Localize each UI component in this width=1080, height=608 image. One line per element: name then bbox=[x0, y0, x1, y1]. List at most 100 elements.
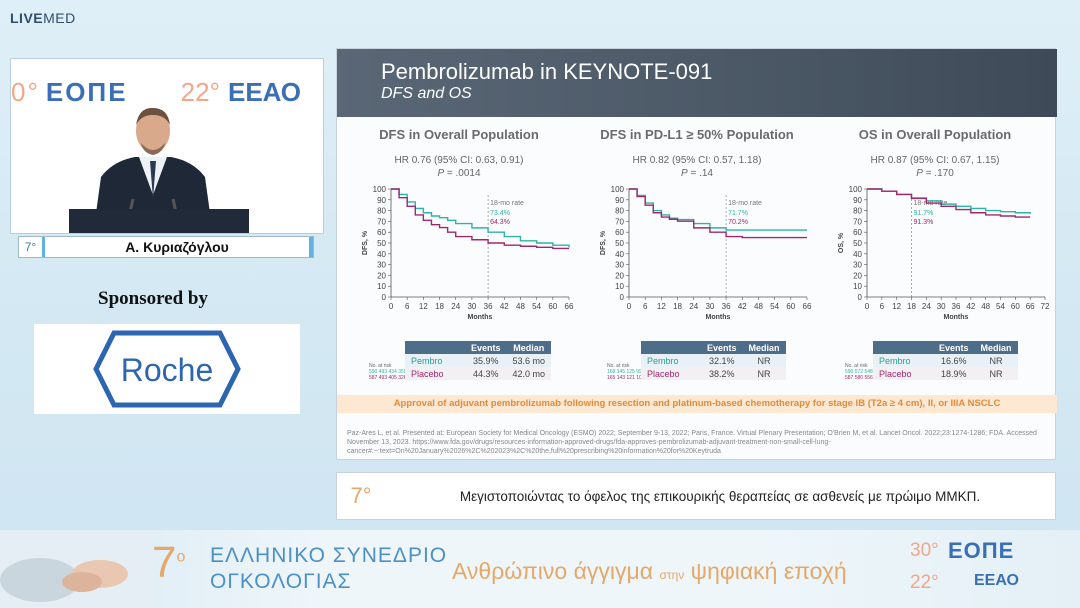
y-tick-label: 50 bbox=[377, 239, 386, 248]
x-tick-label: 6 bbox=[643, 302, 648, 311]
conference-name-line2: ΟΓΚΟΛΟΓΙΑΣ bbox=[210, 570, 352, 593]
y-tick-label: 50 bbox=[615, 239, 624, 248]
events-table-os-overall: Events Median Pembro 16.6% NR Placebo 18.9% N… bbox=[873, 341, 1018, 380]
table-row-pembro: Pembro 16.6% NR bbox=[873, 354, 1018, 367]
series-line-placebo bbox=[629, 188, 807, 239]
events-table-dfs-pdl1: Events Median Pembro 32.1% NR Placebo 38.2% N… bbox=[641, 341, 786, 380]
y-tick-label: 40 bbox=[853, 250, 862, 259]
panel-os-overall: OS in Overall Population HR 0.87 (95% CI… bbox=[817, 121, 1053, 401]
x-tick-label: 0 bbox=[389, 302, 394, 311]
rate-pembro: 73.4% bbox=[490, 210, 510, 217]
x-tick-label: 54 bbox=[996, 302, 1005, 311]
series-line-pembro bbox=[629, 188, 807, 231]
slide-header: Pembrolizumab in KEYNOTE-091 DFS and OS bbox=[337, 49, 1057, 117]
y-tick-label: 30 bbox=[853, 261, 862, 270]
speaker-video: 0° ΕΟΠΕ 22° ΕΕΑΟ bbox=[10, 58, 324, 234]
conference-slogan: Ανθρώπινο άγγιγμα στην ψηφιακή εποχή bbox=[452, 558, 847, 584]
y-axis-label: DFS, % bbox=[600, 230, 607, 255]
y-tick-label: 10 bbox=[615, 282, 624, 291]
series-line-placebo bbox=[391, 188, 569, 250]
events-table-dfs-overall: Events Median Pembro 35.9% 53.6 mo Placebo 4… bbox=[405, 341, 552, 380]
eope-logo: ΕΟΠΕ bbox=[948, 538, 1015, 563]
caption-text: Μεγιστοποιώντας το όφελος της επικουρική… bbox=[459, 488, 981, 504]
hazard-ratio: HR 0.76 (95% CI: 0.63, 0.91) bbox=[394, 155, 524, 166]
eope-logo: 0° ΕΟΠΕ bbox=[11, 77, 128, 107]
table-header-events: Events bbox=[933, 341, 975, 354]
y-tick-label: 70 bbox=[377, 217, 386, 226]
y-tick-label: 70 bbox=[615, 217, 624, 226]
x-tick-label: 12 bbox=[892, 302, 901, 311]
x-tick-label: 30 bbox=[705, 302, 714, 311]
rate-placebo: 64.3% bbox=[490, 219, 510, 226]
presentation-slide: Pembrolizumab in KEYNOTE-091 DFS and OS … bbox=[336, 48, 1057, 460]
table-header-median: Median bbox=[506, 341, 552, 354]
p-value: P = .14 bbox=[681, 168, 713, 179]
y-tick-label: 90 bbox=[377, 196, 386, 205]
rate-placebo: 91.3% bbox=[914, 219, 934, 226]
x-tick-label: 66 bbox=[1026, 302, 1035, 311]
p-value: P = .0014 bbox=[437, 168, 481, 179]
y-tick-label: 90 bbox=[615, 196, 624, 205]
x-tick-label: 66 bbox=[565, 302, 574, 311]
x-tick-label: 6 bbox=[405, 302, 410, 311]
y-axis-label: OS, % bbox=[838, 232, 845, 253]
x-tick-label: 54 bbox=[532, 302, 541, 311]
x-tick-label: 18 bbox=[673, 302, 682, 311]
y-tick-label: 100 bbox=[373, 185, 387, 194]
x-tick-label: 24 bbox=[689, 302, 698, 311]
x-tick-label: 42 bbox=[500, 302, 509, 311]
y-tick-label: 80 bbox=[853, 207, 862, 216]
series-line-pembro bbox=[867, 188, 1031, 214]
eeao-logo: 22° ΕΕΑΟ bbox=[180, 77, 301, 107]
y-tick-label: 70 bbox=[853, 217, 862, 226]
x-tick-label: 48 bbox=[754, 302, 763, 311]
sponsor-logo: Roche bbox=[34, 324, 300, 414]
y-tick-label: 80 bbox=[615, 207, 624, 216]
x-tick-label: 42 bbox=[966, 302, 975, 311]
references: Paz-Ares L, et al. Presented at: Europea… bbox=[347, 430, 1037, 455]
x-tick-label: 24 bbox=[922, 302, 931, 311]
y-tick-label: 50 bbox=[853, 239, 862, 248]
y-tick-label: 40 bbox=[615, 250, 624, 259]
x-tick-label: 48 bbox=[516, 302, 525, 311]
conference-seven-icon: 7° bbox=[350, 483, 372, 508]
roche-logo-text: Roche bbox=[121, 352, 214, 388]
y-tick-label: 20 bbox=[853, 271, 862, 280]
x-tick-label: 36 bbox=[722, 302, 731, 311]
y-axis-label: DFS, % bbox=[362, 230, 369, 255]
y-tick-label: 30 bbox=[615, 261, 624, 270]
table-row-pembro: Pembro 32.1% NR bbox=[641, 354, 786, 367]
x-tick-label: 0 bbox=[627, 302, 632, 311]
panel-title: DFS in PD-L1 ≥ 50% Population bbox=[600, 127, 794, 142]
table-row-placebo: Placebo 18.9% NR bbox=[873, 367, 1018, 380]
name-bar-stripe bbox=[309, 237, 313, 257]
conference-seven-icon: 7° bbox=[19, 237, 45, 257]
speaker-name-bar: 7° Α. Κυριαζόγλου bbox=[18, 236, 314, 258]
x-tick-label: 6 bbox=[880, 302, 885, 311]
x-tick-label: 0 bbox=[865, 302, 870, 311]
y-tick-label: 10 bbox=[853, 282, 862, 291]
y-tick-label: 100 bbox=[611, 185, 625, 194]
x-axis-label: Months bbox=[706, 314, 731, 321]
y-tick-label: 60 bbox=[615, 228, 624, 237]
x-tick-label: 12 bbox=[657, 302, 666, 311]
table-row-placebo: Placebo 44.3% 42.0 mo bbox=[405, 367, 552, 380]
x-tick-label: 18 bbox=[435, 302, 444, 311]
x-tick-label: 60 bbox=[786, 302, 795, 311]
x-tick-label: 36 bbox=[952, 302, 961, 311]
y-tick-label: 20 bbox=[377, 271, 386, 280]
table-row-pembro: Pembro 35.9% 53.6 mo bbox=[405, 354, 552, 367]
hazard-ratio: HR 0.87 (95% CI: 0.67, 1.15) bbox=[870, 155, 1000, 166]
x-tick-label: 12 bbox=[419, 302, 428, 311]
rate-pembro: 91.7% bbox=[914, 210, 934, 217]
hands-image bbox=[0, 530, 150, 608]
x-tick-label: 36 bbox=[484, 302, 493, 311]
x-tick-label: 72 bbox=[1041, 302, 1050, 311]
x-axis-label: Months bbox=[944, 314, 969, 321]
y-tick-label: 0 bbox=[382, 293, 387, 302]
y-tick-label: 60 bbox=[377, 228, 386, 237]
seventh-edition-mark: 7o bbox=[152, 538, 186, 587]
eope-anniversary: 30° bbox=[910, 540, 939, 561]
